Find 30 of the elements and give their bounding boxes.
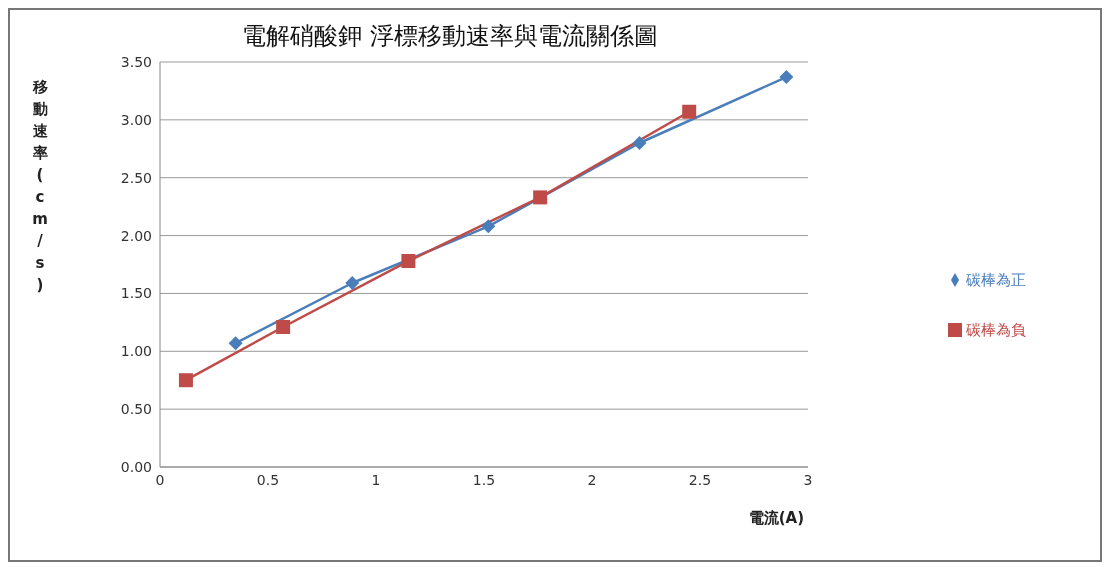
chart-title: 電解硝酸鉀 浮標移動速率與電流關係圖 [241,21,659,52]
x-tick-label: 2 [587,471,597,488]
point [178,373,193,388]
x-tick-label: 1 [371,471,381,488]
y-tick-label: 2.00 [120,227,152,244]
x-tick-label: 2.5 [688,471,712,488]
point [276,319,291,334]
point [481,219,496,234]
x-tick-label: 3 [803,471,813,488]
y-tick-label: 0.50 [120,401,152,418]
text: 移動速率(cm/s) [32,78,48,294]
point [401,254,416,269]
point [345,276,360,291]
y-tick-label: 1.00 [120,343,152,360]
y-tick-label: 3.50 [120,53,152,70]
y-tick-label: 1.50 [120,285,152,302]
legend-label: 碳棒為負 [966,320,1026,339]
x-tick-label: 0 [155,471,165,488]
x-axis-title: 電流(A) [748,509,804,527]
y-tick-label: 0.00 [120,458,152,475]
point [632,136,647,150]
point [228,336,243,351]
legend-label: 碳棒為正 [966,270,1026,289]
point [779,70,794,85]
x-tick-label: 0.5 [256,471,280,488]
point [682,104,697,119]
x-tick-label: 1.5 [472,471,496,488]
y-tick-label: 2.50 [120,169,152,186]
y-tick-label: 3.00 [120,111,152,128]
point [533,190,548,205]
